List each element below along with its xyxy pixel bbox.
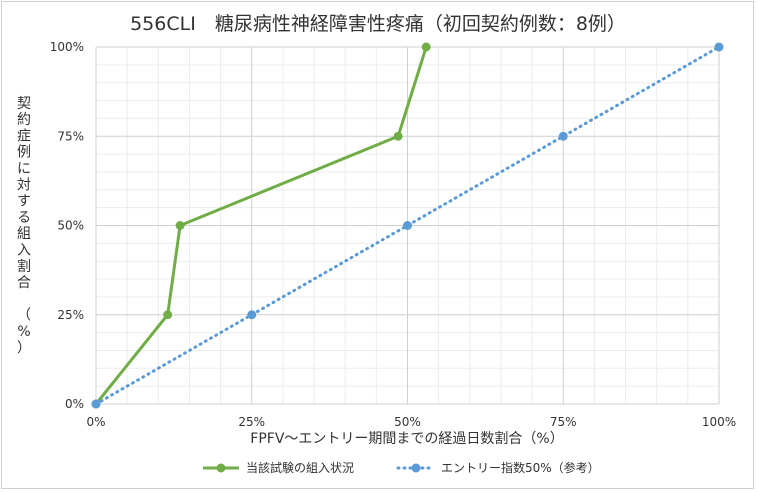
y-tick-label: 75%	[57, 129, 84, 143]
legend-marker	[216, 463, 226, 473]
y-axis-label-char: 対	[17, 177, 31, 193]
enrollment-point	[393, 131, 403, 141]
reference-point	[558, 131, 568, 141]
reference-point	[247, 310, 257, 320]
enrollment-point	[421, 42, 431, 52]
y-tick-labels: 0% 25% 50% 75% 100%	[50, 40, 84, 411]
x-tick-label: 100%	[702, 415, 736, 429]
y-axis-label-char: 約	[17, 112, 31, 128]
legend: 当該試験の組入状況 エントリー指数50%（参考）	[203, 460, 600, 475]
x-tick-label: 25%	[238, 415, 265, 429]
y-axis-label-char: 組	[17, 226, 31, 242]
y-axis-label-char: ）	[17, 340, 31, 356]
y-tick-label: 25%	[57, 308, 84, 322]
y-axis-label-char: 入	[17, 242, 31, 258]
y-tick-label: 100%	[50, 40, 84, 54]
y-axis-label-char: %	[17, 324, 30, 340]
chart-title: 556CLI 糖尿病性神経障害性疼痛（初回契約例数：8例）	[130, 13, 626, 35]
x-axis-label: FPFV～エントリー期間までの経過日数割合（%）	[250, 430, 563, 447]
y-axis-label-char: 契	[17, 96, 31, 112]
y-tick-label: 0%	[65, 397, 84, 411]
reference-point	[714, 42, 724, 52]
y-axis-label-char: に	[17, 161, 31, 177]
y-axis-label-char: 割	[17, 258, 31, 275]
enrollment-point	[175, 221, 185, 230]
y-axis-label-char: 合	[17, 275, 31, 291]
enrollment-point	[163, 310, 173, 320]
reference-point	[403, 221, 412, 230]
legend-marker	[411, 463, 421, 473]
x-tick-labels: 0% 25% 50% 75% 100%	[86, 415, 736, 429]
x-tick-label: 0%	[86, 415, 105, 429]
legend-enrollment-label: 当該試験の組入状況	[246, 460, 354, 475]
series-layer	[91, 42, 724, 409]
x-tick-label: 75%	[550, 415, 577, 429]
y-axis-label-char: 例	[17, 145, 31, 161]
y-axis-label-char: す	[17, 194, 31, 210]
y-axis-label-char: （	[17, 308, 31, 324]
x-tick-label: 50%	[394, 415, 421, 429]
y-axis-label-char: 症	[17, 128, 31, 144]
y-tick-label: 50%	[57, 219, 84, 233]
legend-reference-label: エントリー指数50%（参考）	[441, 460, 600, 475]
reference-point	[91, 399, 101, 409]
y-axis-label-char: る	[17, 210, 31, 226]
